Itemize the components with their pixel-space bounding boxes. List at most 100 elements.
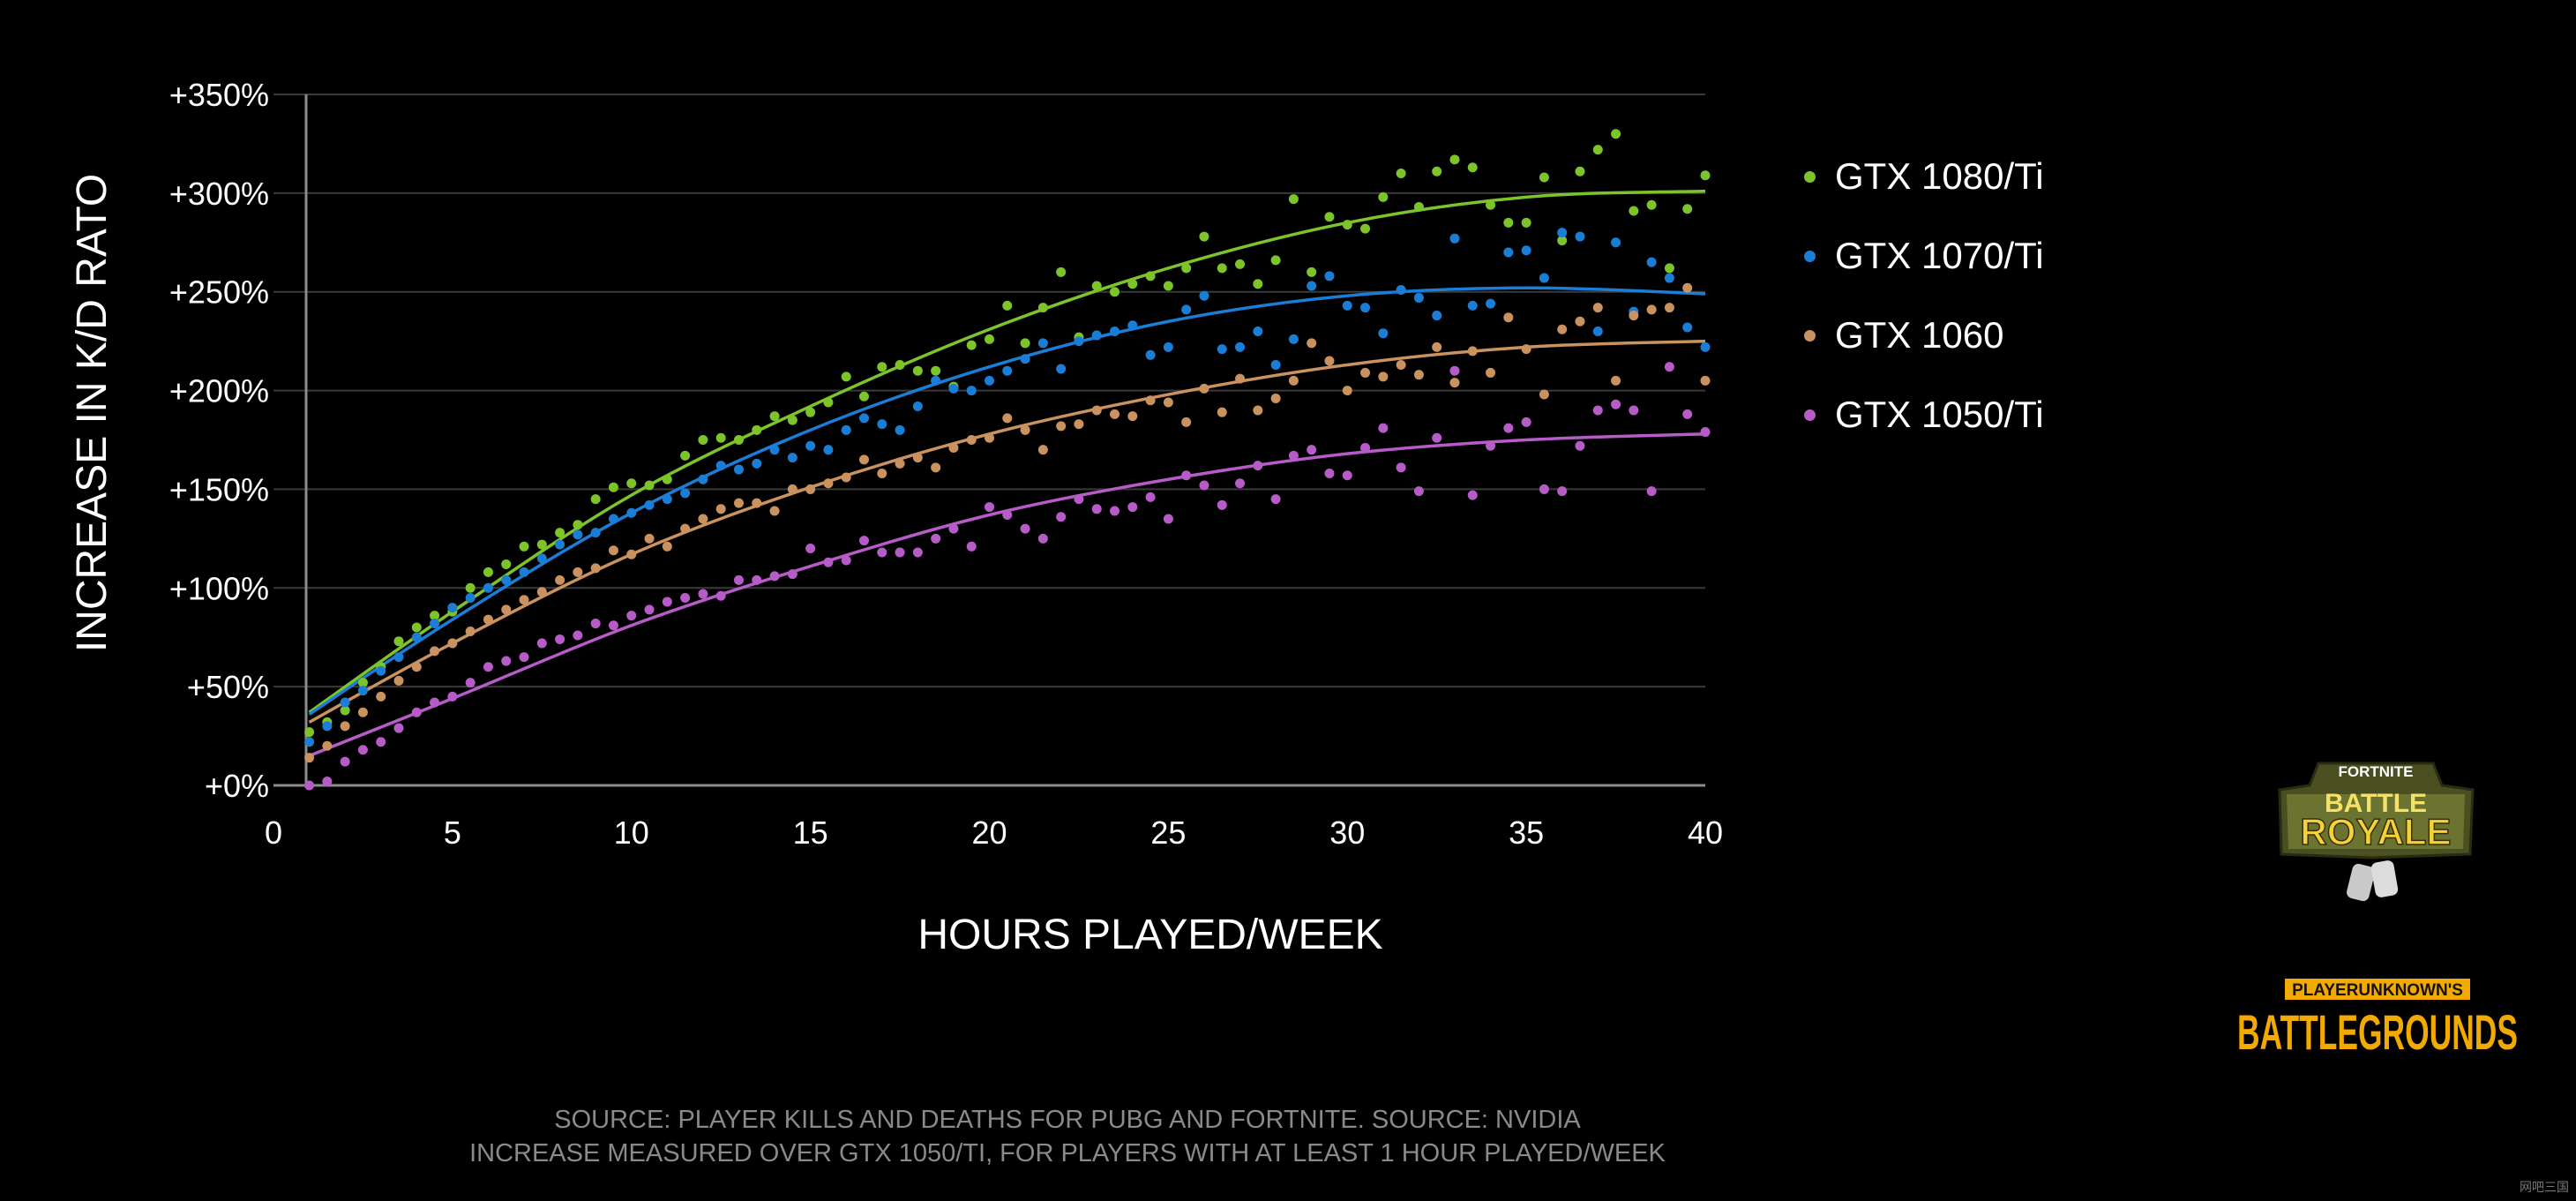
data-point bbox=[1307, 338, 1317, 349]
data-point bbox=[590, 563, 601, 574]
data-point bbox=[787, 484, 798, 494]
data-point bbox=[357, 678, 368, 688]
legend-item: GTX 1070/Ti bbox=[1804, 216, 2044, 296]
data-point bbox=[1037, 533, 1048, 544]
data-point bbox=[393, 723, 404, 733]
data-point bbox=[376, 691, 386, 702]
data-point bbox=[465, 592, 476, 603]
data-point bbox=[1324, 356, 1335, 366]
data-point bbox=[680, 488, 691, 499]
data-point bbox=[752, 458, 762, 469]
data-point bbox=[1307, 445, 1317, 455]
data-point bbox=[644, 604, 655, 615]
data-point bbox=[1235, 373, 1246, 384]
data-point bbox=[1270, 359, 1281, 370]
trendlines bbox=[308, 189, 1706, 758]
gridlines bbox=[273, 94, 1705, 688]
data-point bbox=[662, 494, 672, 505]
data-point bbox=[733, 574, 744, 585]
data-point bbox=[1163, 342, 1173, 352]
legend-marker bbox=[1804, 250, 1816, 262]
data-point bbox=[985, 375, 994, 386]
data-point bbox=[680, 450, 691, 461]
data-point bbox=[1557, 236, 1568, 246]
y-tick-label: +150% bbox=[169, 471, 269, 507]
y-tick-label: +350% bbox=[169, 77, 269, 113]
data-point bbox=[1396, 284, 1406, 295]
data-point bbox=[1611, 237, 1621, 248]
data-point bbox=[1074, 419, 1084, 430]
data-point bbox=[948, 442, 959, 453]
pubg-battlegrounds-logo: PLAYERUNKNOWN'S BATTLEGROUNDS bbox=[2237, 979, 2518, 1060]
data-point bbox=[1449, 378, 1460, 388]
data-point bbox=[1056, 512, 1067, 522]
data-point bbox=[1235, 478, 1246, 489]
data-point bbox=[519, 541, 529, 552]
x-tick-label: 30 bbox=[1329, 814, 1365, 851]
data-point bbox=[1217, 407, 1227, 417]
footnote-line-1: SOURCE: PLAYER KILLS AND DEATHS FOR PUBG… bbox=[554, 1106, 1581, 1134]
data-point bbox=[626, 611, 637, 621]
data-point bbox=[1682, 282, 1693, 293]
data-point bbox=[698, 474, 708, 484]
data-point bbox=[626, 507, 637, 518]
data-point bbox=[662, 474, 672, 484]
data-point bbox=[769, 411, 780, 422]
y-tick-label: +300% bbox=[169, 176, 269, 212]
data-point bbox=[1217, 499, 1227, 510]
data-point bbox=[841, 424, 851, 435]
data-point bbox=[644, 480, 655, 491]
data-point bbox=[483, 567, 493, 577]
data-point bbox=[1700, 170, 1711, 181]
footnote-line-2: INCREASE MEASURED OVER GTX 1050/TI, FOR … bbox=[469, 1139, 1666, 1167]
data-point bbox=[1002, 510, 1013, 521]
data-point bbox=[304, 727, 315, 738]
x-tick-label: 0 bbox=[265, 814, 282, 851]
data-point bbox=[1342, 470, 1352, 481]
data-point bbox=[931, 462, 941, 473]
x-axis-label: HOURS PLAYED/WEEK bbox=[917, 912, 1382, 958]
data-point bbox=[411, 707, 422, 717]
data-point bbox=[787, 453, 798, 463]
y-tick-label: +50% bbox=[187, 669, 269, 705]
data-point bbox=[465, 678, 476, 688]
data-point bbox=[1199, 480, 1209, 491]
data-point bbox=[966, 541, 977, 552]
watermark: 网吧三国 bbox=[2520, 1180, 2569, 1194]
data-point bbox=[823, 397, 834, 408]
data-point bbox=[1360, 442, 1371, 453]
data-point bbox=[698, 589, 708, 599]
data-point bbox=[304, 753, 315, 763]
data-point bbox=[322, 777, 333, 787]
data-point bbox=[1467, 346, 1478, 357]
data-point bbox=[715, 461, 726, 471]
data-point bbox=[1539, 484, 1549, 494]
data-point bbox=[1611, 399, 1621, 409]
data-point bbox=[1486, 440, 1496, 451]
data-point bbox=[501, 559, 512, 569]
data-point bbox=[1378, 372, 1389, 382]
data-point bbox=[1396, 462, 1406, 473]
data-point bbox=[590, 528, 601, 538]
data-point bbox=[483, 614, 493, 625]
data-point bbox=[1056, 364, 1067, 374]
data-point bbox=[1145, 492, 1156, 502]
data-point bbox=[1110, 506, 1120, 516]
data-point bbox=[805, 484, 816, 494]
trendline bbox=[308, 189, 1706, 714]
data-point bbox=[1682, 204, 1693, 214]
data-point bbox=[841, 372, 851, 382]
data-point bbox=[1592, 303, 1603, 313]
data-point bbox=[752, 574, 762, 585]
data-point bbox=[877, 362, 887, 372]
data-point bbox=[1181, 470, 1192, 481]
data-point bbox=[1700, 342, 1711, 352]
data-point bbox=[465, 627, 476, 637]
data-point bbox=[715, 590, 726, 601]
legend-marker bbox=[1804, 329, 1816, 342]
data-point bbox=[1700, 427, 1711, 438]
x-tick-label: 10 bbox=[614, 814, 649, 851]
svg-text:PLAYERUNKNOWN'S: PLAYERUNKNOWN'S bbox=[2292, 981, 2463, 1000]
data-point bbox=[573, 630, 583, 641]
data-point bbox=[411, 632, 422, 642]
